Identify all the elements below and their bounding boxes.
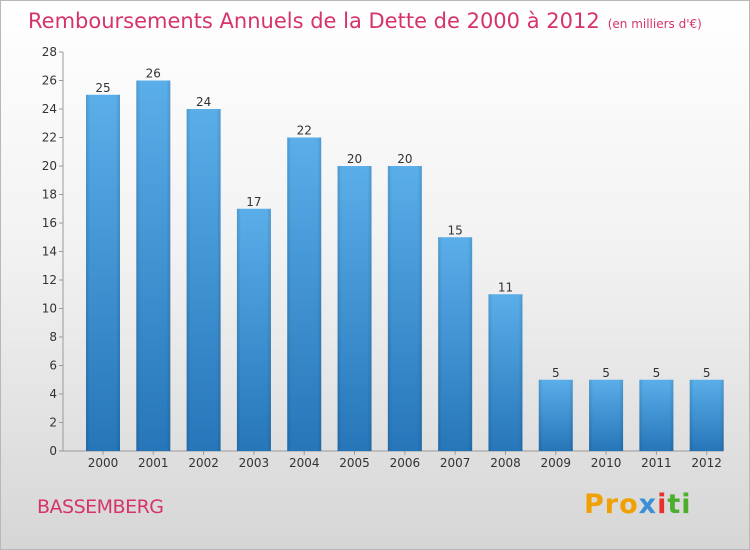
y-tick-label: 24 [42,102,57,116]
y-tick-label: 14 [42,245,57,259]
value-label: 26 [146,67,161,81]
value-labels: 25 26 24 17 22 20 20 15 11 5 5 5 5 [95,67,710,380]
value-label: 25 [95,81,110,95]
value-label: 11 [498,280,513,294]
logo-part-1: Pro [584,489,639,520]
bar-shade [287,137,322,451]
proxiti-logo: Proxiti [584,489,692,520]
x-tick-label: 2009 [540,456,571,470]
bar-shade [387,166,422,451]
y-tick-label: 20 [42,159,57,173]
x-tick-label: 2011 [641,456,672,470]
bars [86,80,724,451]
logo-part-3: i [657,489,668,520]
y-tick-label: 4 [49,387,57,401]
y-tick-label: 28 [42,45,57,59]
value-label: 15 [448,223,463,237]
x-tick-label: 2008 [490,456,521,470]
value-label: 22 [297,124,312,138]
y-tick-label: 6 [49,359,57,373]
value-label: 5 [653,366,661,380]
y-tick-label: 10 [42,302,57,316]
bar-shade [488,294,523,451]
bar-shade [86,94,120,451]
city-name: BASSEMBERG [37,496,164,518]
value-label: 20 [347,152,362,166]
x-tick-label: 2006 [390,456,421,470]
x-tick-label: 2004 [289,456,320,470]
y-tick-label: 18 [42,188,57,202]
bar-shade [639,379,674,451]
y-tick-label: 12 [42,273,57,287]
y-tick-label: 0 [49,444,57,458]
value-label: 5 [602,366,610,380]
bar-shade [136,80,171,451]
bar-shade [438,237,473,451]
bar-shade [689,379,724,451]
x-tick-label: 2007 [440,456,471,470]
y-tick-label: 16 [42,216,57,230]
bar-shade [538,379,573,451]
y-tick-label: 2 [49,416,57,430]
bar-shade [186,109,221,451]
x-tick-label: 2002 [188,456,219,470]
y-tick-label: 26 [42,74,57,88]
x-tick-label: 2010 [591,456,622,470]
value-label: 17 [246,195,261,209]
bar-shade [236,208,271,451]
chart-title-text: Remboursements Annuels de la Dette de 20… [28,9,600,33]
bar-shade [337,166,372,451]
value-label: 20 [397,152,412,166]
x-tick-label: 2012 [691,456,722,470]
y-tick-label: 8 [49,330,57,344]
chart-title: Remboursements Annuels de la Dette de 20… [28,9,702,33]
value-label: 5 [703,366,711,380]
logo-part-4: ti [667,489,692,520]
bar-shade [589,379,624,451]
logo-part-2: x [638,489,658,520]
x-tick-label: 2000 [88,456,119,470]
chart-unit-text: (en milliers d'€) [607,17,702,31]
x-tick-label: 2001 [138,456,169,470]
value-label: 5 [552,366,560,380]
x-tick-label: 2005 [339,456,370,470]
y-tick-label: 22 [42,131,57,145]
x-tick-label: 2003 [239,456,270,470]
value-label: 24 [196,95,211,109]
